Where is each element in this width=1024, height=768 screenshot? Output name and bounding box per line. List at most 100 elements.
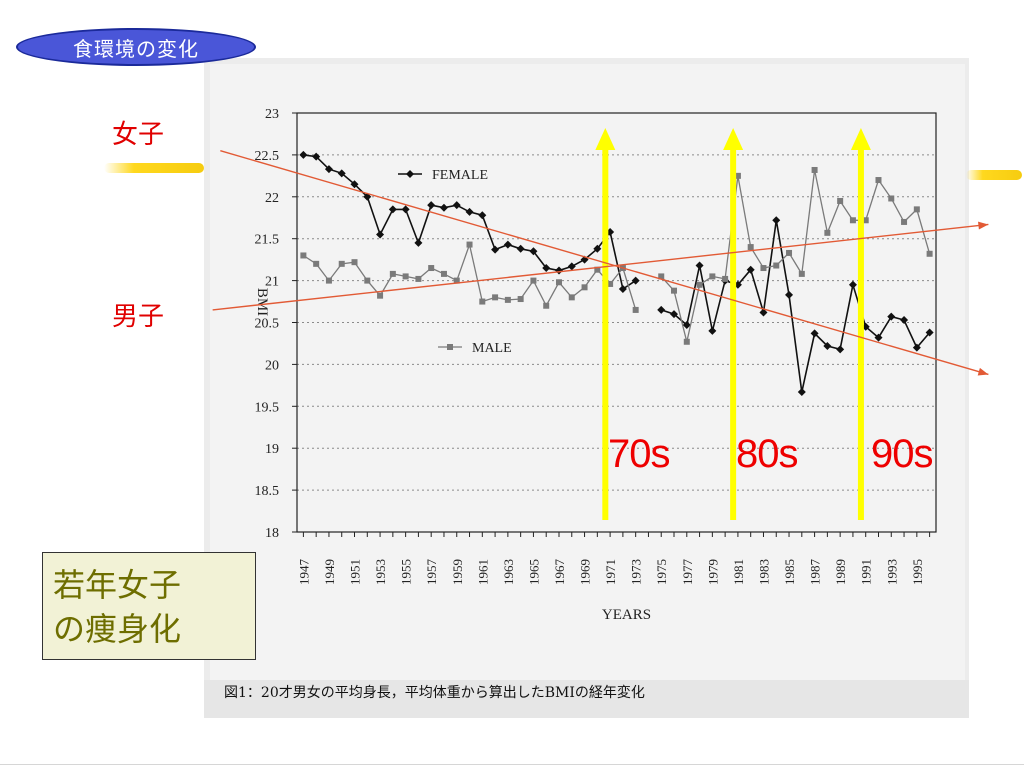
male-point-1960 xyxy=(466,241,473,248)
female-point-1959 xyxy=(452,201,461,210)
male-point-1964 xyxy=(517,296,524,303)
male-point-1950 xyxy=(338,260,345,267)
female-point-1949 xyxy=(324,165,333,174)
female-point-1986 xyxy=(797,388,806,397)
x-axis-title: YEARS xyxy=(602,607,651,623)
x-tick-label-21: 1989 xyxy=(833,559,848,585)
male-point-1985 xyxy=(786,249,793,256)
summary-line-2: の痩身化 xyxy=(53,610,182,648)
male-point-1965 xyxy=(530,277,537,284)
male-point-1992 xyxy=(875,177,882,184)
male-point-1993 xyxy=(888,195,895,202)
series-female-line-1 xyxy=(660,220,931,393)
male-point-1990 xyxy=(849,217,856,224)
male-point-1969 xyxy=(581,284,588,291)
male-point-1949 xyxy=(325,277,332,284)
y-tick-label-8: 22 xyxy=(265,191,279,206)
series-male-line-0 xyxy=(303,242,637,311)
x-tick-label-23: 1993 xyxy=(884,559,899,585)
male-point-1977 xyxy=(683,338,690,345)
female-point-1953 xyxy=(376,230,385,239)
male-point-1968 xyxy=(568,294,575,301)
x-tick-label-19: 1985 xyxy=(782,559,797,585)
x-tick-label-7: 1961 xyxy=(475,559,490,585)
x-tick-label-6: 1959 xyxy=(450,559,465,585)
trend-arrowhead-1 xyxy=(978,221,989,230)
female-point-1962 xyxy=(491,245,500,254)
right-highlight-stroke xyxy=(966,170,1022,180)
y-tick-label-10: 23 xyxy=(265,107,279,122)
male-point-1996 xyxy=(926,250,933,257)
male-point-1947 xyxy=(300,252,307,259)
male-point-1991 xyxy=(862,217,869,224)
female-point-1967 xyxy=(554,266,563,275)
y-tick-label-7: 21.5 xyxy=(255,233,280,248)
summary-line-1: 若年女子 xyxy=(53,566,182,604)
legend-female-label: FEMALE xyxy=(432,168,488,183)
female-point-1978 xyxy=(695,261,704,270)
decade-arrow-head-1 xyxy=(723,128,744,150)
x-tick-label-13: 1973 xyxy=(629,559,644,585)
y-tick-label-6: 21 xyxy=(265,275,279,290)
female-point-1988 xyxy=(823,341,832,350)
male-point-1995 xyxy=(913,206,920,213)
male-point-1982 xyxy=(747,244,754,251)
y-tick-label-4: 20 xyxy=(265,358,279,373)
y-tick-label-5: 20.5 xyxy=(255,317,280,332)
male-point-1958 xyxy=(440,270,447,277)
x-tick-label-0: 1947 xyxy=(296,559,311,586)
male-point-1962 xyxy=(492,294,499,301)
female-point-1965 xyxy=(529,247,538,256)
female-highlight-stroke xyxy=(104,163,204,173)
female-point-1972 xyxy=(618,284,627,293)
female-point-1995 xyxy=(912,343,921,352)
female-point-1950 xyxy=(337,169,346,178)
male-point-1980 xyxy=(722,275,729,282)
male-point-1957 xyxy=(428,265,435,272)
female-point-1958 xyxy=(439,203,448,212)
female-point-1983 xyxy=(759,308,768,317)
female-point-1970 xyxy=(593,244,602,253)
male-point-1987 xyxy=(811,166,818,173)
male-point-1967 xyxy=(555,279,562,286)
y-tick-label-2: 19 xyxy=(265,442,279,457)
legend-female-marker xyxy=(406,170,414,178)
female-point-1994 xyxy=(900,315,909,324)
x-tick-label-8: 1963 xyxy=(501,559,516,585)
scanned-figure-plate xyxy=(210,64,965,684)
y-tick-label-1: 18.5 xyxy=(255,484,280,499)
x-tick-label-9: 1965 xyxy=(526,559,541,585)
female-point-1947 xyxy=(299,150,308,159)
male-point-1956 xyxy=(415,275,422,282)
x-tick-label-18: 1983 xyxy=(756,559,771,585)
male-point-1979 xyxy=(709,273,716,280)
female-point-1954 xyxy=(388,205,397,214)
y-tick-label-3: 19.5 xyxy=(255,400,280,415)
female-point-1957 xyxy=(427,201,436,210)
male-point-1953 xyxy=(377,292,384,299)
trend-arrowhead-0 xyxy=(977,367,989,376)
male-point-1959 xyxy=(453,277,460,284)
male-label: 男子 xyxy=(112,302,165,332)
decade-arrow-head-2 xyxy=(850,128,871,150)
male-point-1963 xyxy=(504,296,511,303)
decade-label-70s: 70s xyxy=(608,432,670,476)
legend-male-label: MALE xyxy=(472,341,512,356)
male-point-1951 xyxy=(351,259,358,266)
trend-line-0 xyxy=(220,150,989,376)
male-point-1986 xyxy=(798,270,805,277)
female-point-1955 xyxy=(401,205,410,214)
x-tick-label-5: 1957 xyxy=(424,559,439,586)
female-point-1963 xyxy=(503,240,512,249)
slide-title: 食環境の変化 xyxy=(16,28,256,66)
x-tick-label-12: 1971 xyxy=(603,559,618,585)
female-point-1979 xyxy=(708,326,717,335)
male-point-1981 xyxy=(734,172,741,179)
x-tick-label-17: 1981 xyxy=(731,559,746,585)
legend-male-marker xyxy=(447,344,453,350)
figure-caption: 図1：20才男女の平均身長，平均体重から算出したBMIの経年変化 xyxy=(224,685,645,701)
female-point-1992 xyxy=(874,333,883,342)
female-point-1984 xyxy=(772,216,781,225)
female-point-1948 xyxy=(312,152,321,161)
